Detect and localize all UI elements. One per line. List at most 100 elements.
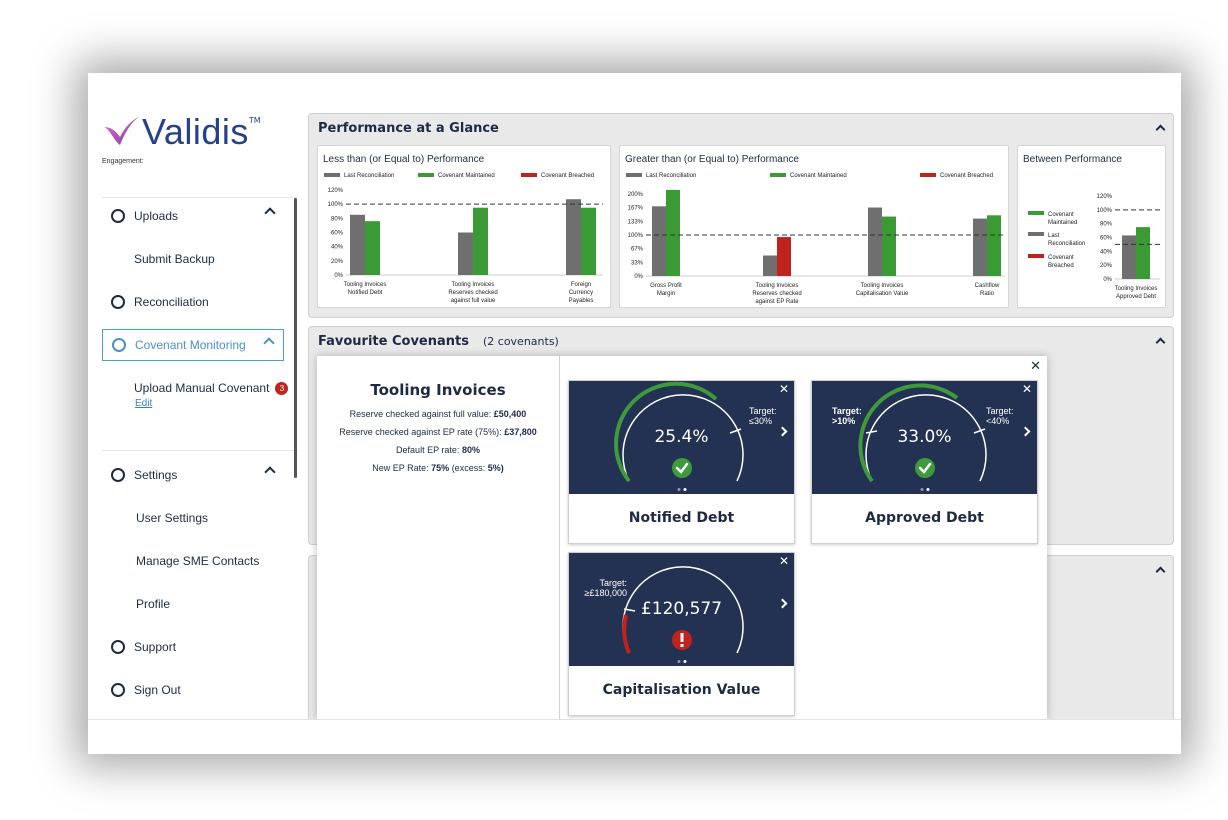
y-tick-label: 133% <box>628 219 644 225</box>
brand-name: Validis <box>142 111 249 152</box>
detail-suffix: (excess: <box>451 463 486 473</box>
brand-logo[interactable]: Validis TM <box>102 111 261 153</box>
category-label: Tooling Invoices <box>861 283 904 289</box>
gauge-arc <box>622 566 744 654</box>
nav-manage-sme-contacts[interactable]: Manage SME Contacts <box>136 554 260 568</box>
check-icon <box>915 458 935 478</box>
sidebar: Validis TM Engagement: Uploads Submit Ba… <box>88 73 303 719</box>
alert-icon <box>672 630 692 650</box>
brand-tm: TM <box>248 115 261 125</box>
category-label: Margin <box>657 291 675 297</box>
gauge-arc <box>858 383 987 483</box>
chart-svg: Last Reconciliation Covenant Maintained Co… <box>626 173 1005 305</box>
nav-settings-label: Settings <box>134 468 178 482</box>
category-label: Cashflow <box>975 283 1000 289</box>
category-label: Reserves checked <box>448 290 497 296</box>
target-value: >10% <box>832 416 856 426</box>
close-icon[interactable]: ✕ <box>1021 382 1032 396</box>
favourites-count: (2 covenants) <box>482 335 559 348</box>
nav-submit-backup[interactable]: Submit Backup <box>134 252 215 266</box>
detail-line: Reserve checked against EP rate (75%): £… <box>317 427 559 437</box>
nav-support[interactable]: Support <box>102 631 284 663</box>
close-icon[interactable]: ✕ <box>778 382 789 396</box>
circle-icon <box>111 209 125 223</box>
legend-label: Covenant Maintained <box>790 173 847 179</box>
chevron-up-icon[interactable] <box>264 207 276 219</box>
pager-dots[interactable] <box>920 488 929 491</box>
nav-user-settings[interactable]: User Settings <box>136 511 209 525</box>
chart-less-than: Less than (or Equal to) Performance Last… <box>317 145 611 308</box>
edit-link[interactable]: Edit <box>135 398 153 410</box>
bar <box>973 218 987 276</box>
bar <box>868 207 882 276</box>
legend-label: Last Reconciliation <box>344 173 394 179</box>
favourites-panel-title: Favourite Covenants (2 covenants) <box>318 334 559 349</box>
chart-between: Between Performance Covenant Maintained La… <box>1017 145 1166 308</box>
tile-gauge: ✕ 25.4% Target: ≤30% <box>569 381 794 494</box>
detail-line: New EP Rate: 75% (excess: 5%) <box>317 463 559 473</box>
tile-target: Target: ≥£180,000 <box>577 578 627 598</box>
chart-title: Between Performance <box>1023 154 1122 165</box>
y-tick-label: 120% <box>328 188 344 194</box>
tile-target-low: Target: >10% <box>832 406 862 426</box>
chart-svg: Covenant Maintained Last Reconciliation Cove… <box>1028 194 1160 300</box>
pager-dots[interactable] <box>677 660 686 663</box>
target-label: Target: <box>599 578 627 588</box>
y-tick-label: 60% <box>1100 236 1113 242</box>
category-label: Approved Debt <box>1116 294 1156 300</box>
bar <box>458 232 473 275</box>
notification-badge: 3 <box>275 382 289 396</box>
y-tick-label: 120% <box>1097 194 1113 200</box>
chevron-up-icon[interactable] <box>1155 566 1166 577</box>
nav-sign-out[interactable]: Sign Out <box>102 674 284 706</box>
tile-name: Capitalisation Value <box>602 682 761 698</box>
detail-value: 75% <box>431 463 450 473</box>
legend-swatch <box>920 173 936 177</box>
chevron-up-icon[interactable] <box>1155 337 1166 348</box>
y-tick-label: 80% <box>1100 222 1113 228</box>
pager-dots[interactable] <box>677 488 686 491</box>
nav-reconciliation[interactable]: Reconciliation <box>102 286 284 318</box>
sidebar-scrollbar[interactable] <box>294 198 297 478</box>
nav-covenant-monitoring-label: Covenant Monitoring <box>135 338 246 352</box>
nav-settings[interactable]: Settings <box>102 459 284 491</box>
y-tick-label: 0% <box>334 273 343 279</box>
covenant-tile-notified-debt[interactable]: ✕ 25.4% Target: ≤30% Notified Debt <box>568 380 795 544</box>
bar <box>652 206 666 276</box>
legend-label: Covenant Maintained <box>438 173 495 179</box>
category-label: Ratio <box>980 291 995 297</box>
covenant-tile-capitalisation-value[interactable]: ✕ £120,577 Target: ≥£180,000 Capitalisati… <box>568 552 795 716</box>
nav-profile[interactable]: Profile <box>136 597 171 611</box>
legend-label: Reconciliation <box>1048 241 1085 247</box>
circle-icon <box>111 640 125 654</box>
category-label: Tooling Invoices <box>756 283 799 289</box>
chevron-up-icon[interactable] <box>264 466 276 478</box>
detail-value: £37,800 <box>504 427 537 437</box>
engagement-label: Engagement: <box>102 158 144 165</box>
nav-covenant-monitoring[interactable]: Covenant Monitoring <box>102 329 284 361</box>
close-icon[interactable]: ✕ <box>778 554 789 568</box>
circle-icon <box>111 468 125 482</box>
category-label: Reserves checked <box>752 291 801 297</box>
tile-gauge: ✕ 33.0% Target: >10% Target: <40% <box>812 381 1037 494</box>
detail-line: Reserve checked against full value: £50,… <box>317 409 559 419</box>
category-label: against full value <box>451 298 496 304</box>
close-icon[interactable]: ✕ <box>1030 359 1041 374</box>
detail-line: Default EP rate: 80% <box>317 445 559 455</box>
chevron-up-icon[interactable] <box>1155 124 1166 135</box>
nav-upload-manual-covenant[interactable]: Upload Manual Covenant 3 Edit <box>134 381 303 409</box>
legend-swatch <box>770 173 786 177</box>
legend-label: Covenant <box>1048 212 1074 218</box>
legend-swatch <box>1028 254 1044 258</box>
detail-value: 80% <box>461 445 480 455</box>
category-label: Payables <box>569 298 594 304</box>
y-tick-label: 33% <box>631 260 644 266</box>
covenant-tile-approved-debt[interactable]: ✕ 33.0% Target: >10% Target: <40% Approved… <box>811 380 1038 544</box>
chevron-up-icon[interactable] <box>263 337 275 349</box>
bar <box>365 221 380 275</box>
tile-value: 33.0% <box>897 427 952 447</box>
nav-uploads[interactable]: Uploads <box>102 200 284 232</box>
category-label: Foreign <box>571 282 591 288</box>
bar <box>763 255 777 276</box>
target-label: Target: <box>749 406 777 416</box>
